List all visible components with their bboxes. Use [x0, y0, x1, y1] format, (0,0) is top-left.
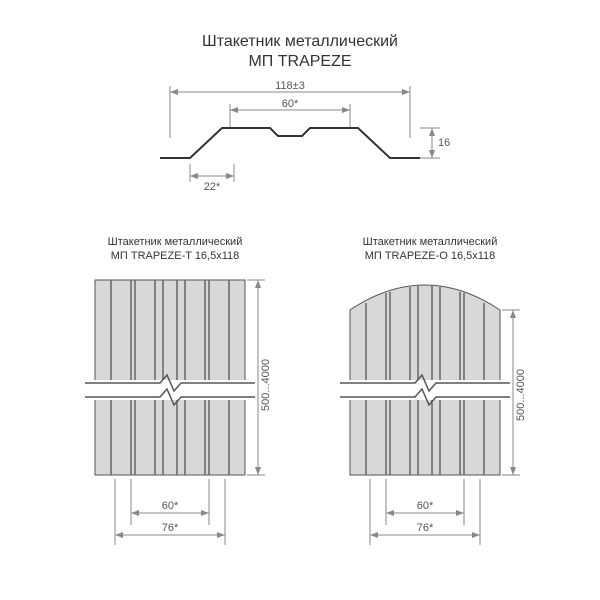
panel-right-title-line1: Штакетник металлический [330, 235, 530, 249]
dim-flange: 22* [204, 181, 221, 193]
panel-right-dim-outer: 76* [417, 522, 434, 534]
panel-left-title-line2: МП TRAPEZE-T 16,5х118 [75, 249, 275, 263]
panel-right-title-line2: МП TRAPEZE-O 16,5х118 [330, 249, 530, 263]
dim-height: 16±1 [438, 137, 450, 149]
dim-top-width: 60* [282, 98, 299, 110]
dim-overall-width: 118±3 [275, 80, 305, 92]
panel-left-dim-height: 500...4000 [260, 359, 272, 411]
title-line2: МП TRAPEZE [0, 52, 600, 73]
panel-left-elevation: 500...4000 60* 76* [75, 275, 275, 565]
panel-left-dim-inner: 60* [162, 500, 179, 512]
panel-right-dim-height: 500...4000 [515, 369, 527, 421]
panel-right-elevation: 500...4000 60* 76* [330, 275, 530, 565]
panel-right-dim-inner: 60* [417, 500, 434, 512]
panel-left-title-line1: Штакетник металлический [75, 235, 275, 249]
panel-left-title: Штакетник металлический МП TRAPEZE-T 16,… [75, 235, 275, 264]
panel-left-dim-outer: 76* [162, 522, 179, 534]
title-line1: Штакетник металлический [0, 32, 600, 53]
panel-right-title: Штакетник металлический МП TRAPEZE-O 16,… [330, 235, 530, 264]
profile-cross-section: 118±3 60* 16±1 22* [130, 78, 450, 208]
